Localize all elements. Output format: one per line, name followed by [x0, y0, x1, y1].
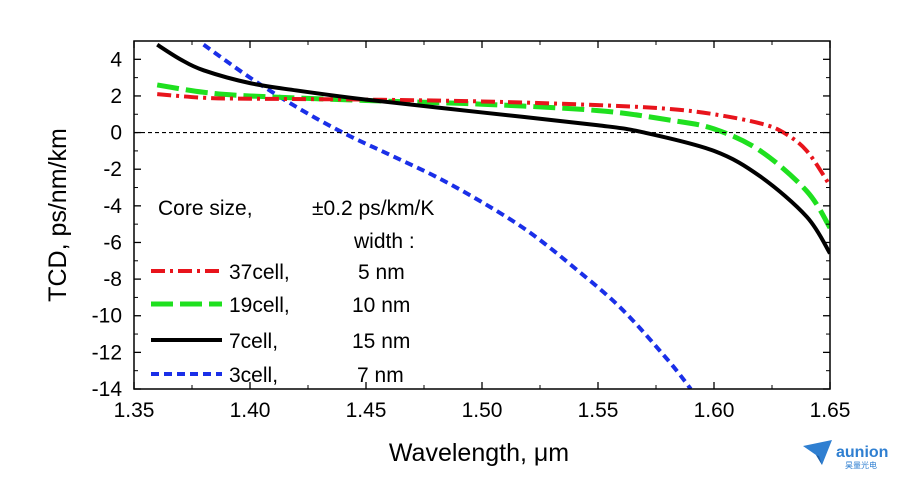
series-line-19cell [156, 82, 830, 230]
x-tick-label: 1.60 [694, 399, 735, 422]
x-axis-title: Wavelength, μm [389, 439, 569, 467]
y-tick-label: 0 [110, 122, 122, 145]
legend-width-37cell: 5 nm [358, 261, 405, 284]
legend-label-7cell: 7cell, [229, 330, 278, 353]
x-tick-label: 1.50 [462, 399, 503, 422]
y-tick-label: -8 [103, 268, 122, 291]
x-tick-label: 1.40 [230, 399, 271, 422]
logo-subtitle: 昊量光电 [845, 460, 877, 470]
legend-label-19cell: 19cell, [229, 294, 290, 317]
ticks-layer [133, 40, 831, 390]
tick-labels: 1.35 1.40 1.45 1.50 1.55 1.60 1.65 4 2 0 -2 -4 -6 -8 -… [92, 48, 851, 422]
y-tick-label: -12 [92, 341, 122, 364]
x-tick-label: 1.45 [346, 399, 387, 422]
y-tick-label: -10 [92, 305, 122, 328]
y-tick-label: -4 [103, 195, 122, 218]
x-tick-label: 1.65 [810, 399, 851, 422]
legend-header-core-size: Core size, [158, 197, 253, 220]
y-tick-label: -14 [92, 378, 123, 401]
logo-wordmark: aunion [836, 444, 888, 461]
y-tick-label: -2 [103, 158, 122, 181]
y-tick-label: 2 [110, 85, 122, 108]
series-line-3cell [202, 43, 693, 389]
x-tick-label: 1.55 [578, 399, 619, 422]
series-layer [156, 42, 830, 389]
legend-label-37cell: 37cell, [229, 261, 290, 284]
legend-width-7cell: 15 nm [352, 330, 410, 353]
series-line-7cell [156, 42, 830, 255]
y-tick-label: 4 [110, 48, 122, 71]
legend-header-width: width : [353, 230, 415, 253]
series-line-37cell [157, 92, 830, 187]
legend-header-tolerance: ±0.2 ps/km/K [312, 197, 434, 220]
legend-width-3cell: 7 nm [357, 364, 404, 387]
paper-plane-icon [803, 440, 832, 465]
x-tick-label: 1.35 [114, 399, 155, 422]
legend-width-19cell: 10 nm [352, 294, 410, 317]
aunion-logo: aunion 昊量光电 [803, 440, 888, 470]
y-tick-label: -6 [103, 231, 122, 254]
legend: Core size, ±0.2 ps/km/K width : 37cell, … [151, 197, 434, 387]
y-axis-title: TCD, ps/nm/km [44, 128, 72, 302]
legend-label-3cell: 3cell, [229, 364, 278, 387]
